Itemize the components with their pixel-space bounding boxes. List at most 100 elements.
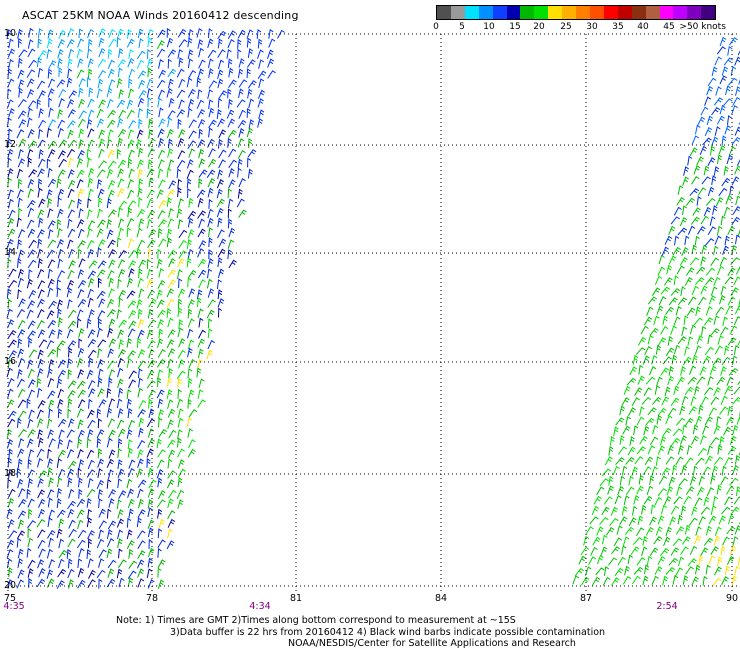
wind-barb [77, 358, 84, 368]
wind-barb [138, 89, 147, 99]
wind-barb [6, 367, 13, 378]
wind-barb [157, 128, 165, 138]
wind-barb [637, 336, 647, 346]
wind-barb [138, 427, 144, 438]
wind-barb [46, 48, 52, 59]
wind-barb [178, 359, 185, 369]
wind-barb [138, 118, 143, 129]
wind-barb [88, 357, 94, 368]
wind-barb [662, 427, 672, 437]
wind-speed-legend: 0 5 10 15 20 25 30 35 40 45 >50 knots [433, 5, 726, 35]
wind-barb [705, 525, 712, 536]
wind-barb [724, 456, 732, 466]
wind-barb [147, 159, 153, 169]
wind-barb [706, 85, 714, 96]
wind-barb [683, 315, 689, 326]
wind-barb [28, 349, 38, 358]
wind-barb [658, 254, 665, 265]
wind-barb [647, 407, 657, 416]
wind-barb [167, 329, 176, 339]
legend-label: 0 [433, 22, 439, 32]
wind-barb [709, 216, 716, 226]
wind-barb [126, 290, 136, 299]
wind-barb [47, 489, 55, 499]
wind-barb [267, 49, 274, 59]
wind-barb [166, 479, 175, 489]
wind-barb [236, 198, 245, 208]
wind-barb [677, 297, 688, 306]
wind-barb [733, 316, 740, 326]
wind-barb [26, 78, 35, 88]
wind-barb [37, 38, 42, 49]
legend-swatch [589, 6, 604, 19]
wind-barb [167, 408, 176, 418]
wind-barb [17, 417, 22, 428]
wind-barb [48, 300, 57, 309]
legend-swatch [506, 6, 521, 19]
wind-barb [8, 448, 13, 459]
wind-barb [614, 495, 622, 505]
wind-barb [731, 104, 738, 115]
wind-barb [96, 437, 102, 448]
wind-barb [68, 488, 75, 499]
wind-barb [77, 467, 82, 478]
wind-barb [649, 547, 659, 556]
wind-barb [46, 569, 54, 579]
legend-label: 30 [586, 22, 598, 32]
wind-barb [126, 337, 132, 348]
wind-barb [700, 215, 709, 225]
wind-barb [696, 335, 704, 345]
wind-barb [17, 28, 23, 39]
wind-barb [107, 48, 113, 59]
wind-barb [733, 344, 740, 355]
wind-barb [87, 530, 95, 540]
wind-barb [97, 239, 106, 249]
wind-barb [38, 198, 46, 208]
wind-barb [8, 567, 13, 578]
wind-barb [47, 287, 54, 298]
wind-barb [98, 148, 105, 159]
wind-barb [16, 189, 24, 199]
wind-barb [647, 445, 656, 455]
wind-barb [257, 70, 267, 79]
wind-barb [178, 250, 187, 259]
wind-barb [108, 398, 116, 408]
wind-barb [27, 498, 35, 508]
wind-barb [136, 208, 146, 218]
wind-barb [157, 248, 162, 259]
wind-barb [77, 567, 85, 578]
wind-barb [87, 248, 95, 259]
wind-barb [66, 439, 73, 450]
wind-barb [660, 286, 670, 295]
wind-barb [77, 240, 86, 249]
wind-barb [668, 365, 674, 376]
wind-barb [66, 328, 74, 339]
wind-barb [67, 538, 76, 548]
wind-barb [17, 338, 23, 349]
wind-barb [735, 195, 740, 206]
wind-barb [166, 189, 176, 198]
wind-barb [187, 377, 193, 388]
wind-barb [18, 438, 25, 448]
wind-barb [87, 429, 94, 439]
wind-barb [56, 528, 63, 539]
wind-barb [176, 370, 186, 379]
wind-barb [630, 546, 640, 555]
wind-barb [67, 218, 73, 229]
wind-barb [17, 329, 26, 339]
wind-barb [157, 210, 166, 220]
wind-barb [7, 388, 14, 399]
wind-barb [138, 399, 147, 409]
wind-barb [636, 557, 646, 566]
wind-barb [208, 99, 214, 110]
wind-barb [46, 529, 56, 539]
wind-barb [138, 259, 147, 269]
wind-barb [683, 166, 689, 176]
wind-barb [734, 56, 740, 66]
wind-barb [7, 488, 16, 498]
wind-barb [48, 438, 56, 448]
wind-barb [198, 59, 206, 69]
wind-barb [28, 269, 33, 279]
wind-barb [691, 175, 700, 185]
